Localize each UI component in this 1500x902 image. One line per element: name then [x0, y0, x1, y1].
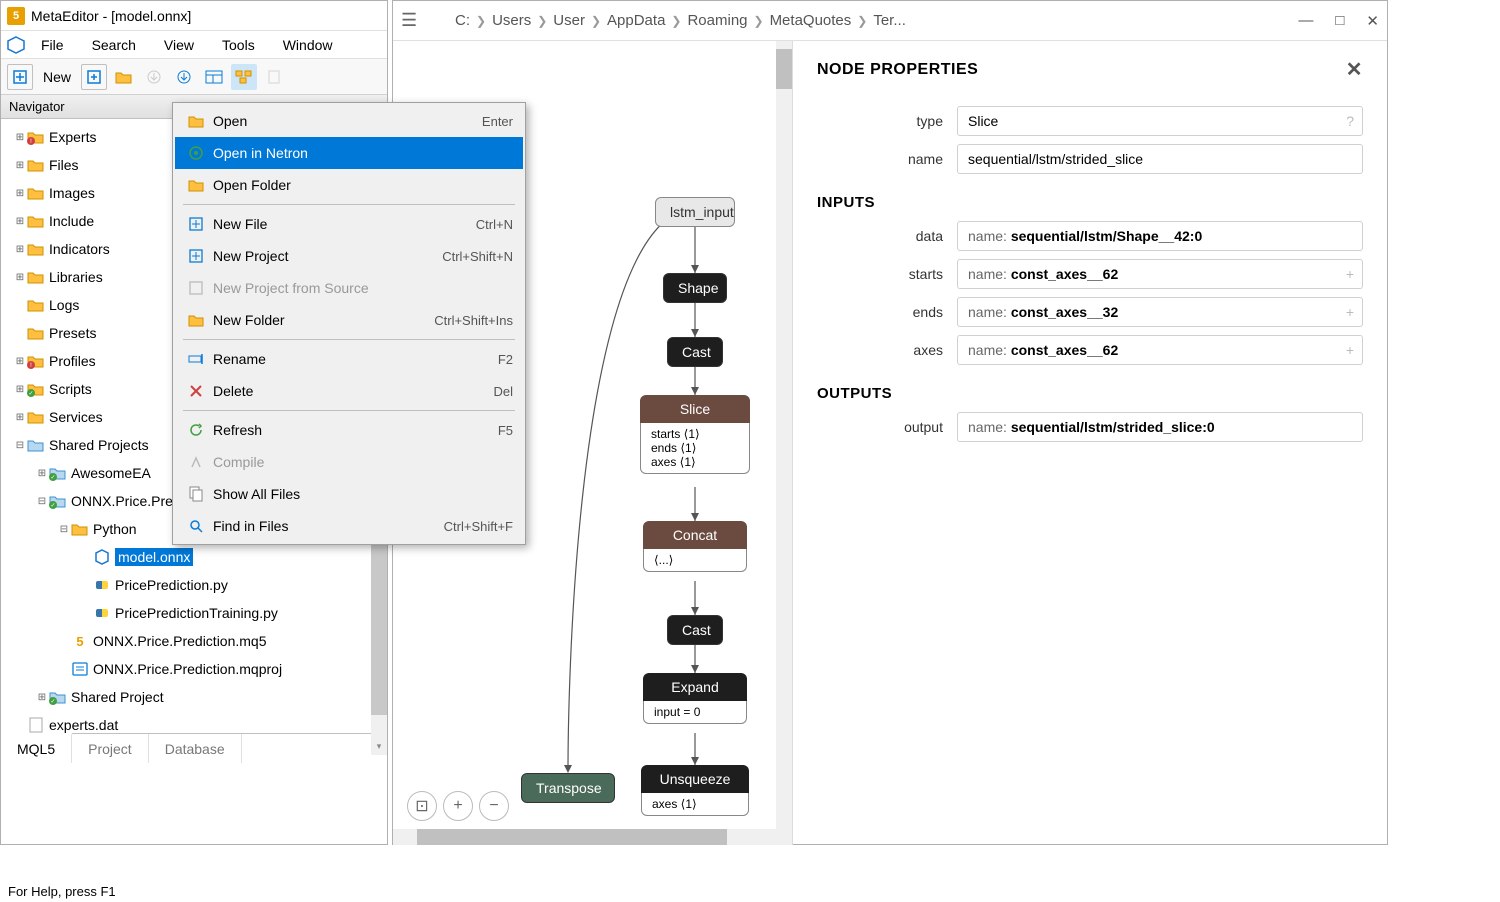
tree-icon[interactable]: [231, 64, 257, 90]
graph-node-concat[interactable]: Concat⟨...⟩: [643, 521, 747, 572]
tree-item[interactable]: PricePredictionTraining.py: [3, 599, 385, 627]
minimize-icon[interactable]: —: [1298, 12, 1313, 30]
download2-icon[interactable]: [171, 64, 197, 90]
maximize-icon[interactable]: □: [1335, 12, 1344, 30]
tree-item[interactable]: model.onnx: [3, 543, 385, 571]
app-icon: 5: [7, 7, 25, 25]
breadcrumb-item[interactable]: User: [547, 12, 591, 29]
breadcrumb-item[interactable]: Users: [486, 12, 537, 29]
ctx-new-project[interactable]: New ProjectCtrl+Shift+N: [175, 240, 523, 272]
io-data[interactable]: name: sequential/lstm/Shape__42:0: [957, 221, 1363, 251]
menubar: File Search View Tools Window: [1, 31, 387, 59]
hamburger-icon[interactable]: ☰: [401, 10, 425, 31]
ctx-compile: Compile: [175, 446, 523, 478]
svg-text:✓: ✓: [50, 699, 55, 705]
io-output[interactable]: name: sequential/lstm/strided_slice:0: [957, 412, 1363, 442]
prop-name[interactable]: sequential/lstm/strided_slice: [957, 144, 1363, 174]
zoom-fit-icon[interactable]: ⊡: [407, 791, 437, 821]
menu-window[interactable]: Window: [269, 33, 347, 57]
svg-text:✓: ✓: [50, 475, 55, 481]
breadcrumb-item[interactable]: Ter...: [867, 12, 912, 29]
netron-titlebar: ☰ C:❯Users❯User❯AppData❯Roaming❯MetaQuot…: [393, 1, 1387, 41]
context-menu: OpenEnterOpen in NetronOpen Folder New Fi…: [172, 102, 526, 545]
ctx-new-folder[interactable]: New FolderCtrl+Shift+Ins: [175, 304, 523, 336]
menu-file[interactable]: File: [27, 33, 78, 57]
metaeditor-titlebar[interactable]: 5 MetaEditor - [model.onnx]: [1, 1, 387, 31]
new-button[interactable]: New: [37, 67, 77, 87]
zoom-in-icon[interactable]: +: [443, 791, 473, 821]
tree-item[interactable]: PricePrediction.py: [3, 571, 385, 599]
graph-hscroll[interactable]: [393, 829, 792, 845]
paste-icon[interactable]: [261, 64, 287, 90]
navigator-tabs: MQL5 Project Database: [1, 733, 387, 763]
ctx-open[interactable]: OpenEnter: [175, 105, 523, 137]
window-title: MetaEditor - [model.onnx]: [31, 8, 191, 24]
zoom-controls: ⊡ + −: [407, 791, 509, 821]
breadcrumb-item[interactable]: MetaQuotes: [764, 12, 858, 29]
breadcrumb: C:❯Users❯User❯AppData❯Roaming❯MetaQuotes…: [449, 12, 1298, 29]
graph-node-slice[interactable]: Slicestarts ⟨1⟩ends ⟨1⟩axes ⟨1⟩: [640, 395, 750, 474]
svg-text:✓: ✓: [50, 503, 55, 509]
breadcrumb-item[interactable]: Roaming: [681, 12, 753, 29]
prop-type[interactable]: Slice?: [957, 106, 1363, 136]
tree-item[interactable]: ONNX.Price.Prediction.mqproj: [3, 655, 385, 683]
statusbar: For Help, press F1: [0, 881, 388, 902]
tree-item[interactable]: ⊞✓Shared Project: [3, 683, 385, 711]
properties-pane: NODE PROPERTIES ✕ typeSlice?namesequenti…: [793, 41, 1387, 845]
props-title: NODE PROPERTIES: [817, 61, 978, 79]
zoom-out-icon[interactable]: −: [479, 791, 509, 821]
io-axes[interactable]: name: const_axes__62+: [957, 335, 1363, 365]
ctx-refresh[interactable]: RefreshF5: [175, 414, 523, 446]
graph-vscroll[interactable]: [776, 41, 792, 845]
ctx-open-folder[interactable]: Open Folder: [175, 169, 523, 201]
props-close-icon[interactable]: ✕: [1346, 57, 1363, 82]
graph-node-cast2[interactable]: Cast: [667, 615, 723, 645]
outputs-header: OUTPUTS: [817, 385, 1363, 402]
io-ends[interactable]: name: const_axes__32+: [957, 297, 1363, 327]
graph-node-cast1[interactable]: Cast: [667, 337, 723, 367]
ctx-delete[interactable]: DeleteDel: [175, 375, 523, 407]
download-icon[interactable]: [141, 64, 167, 90]
tab-mql5[interactable]: MQL5: [1, 733, 72, 763]
graph-node-expand[interactable]: Expandinput = 0: [643, 673, 747, 724]
io-starts[interactable]: name: const_axes__62+: [957, 259, 1363, 289]
menu-search[interactable]: Search: [78, 33, 150, 57]
ctx-open-in-netron[interactable]: Open in Netron: [175, 137, 523, 169]
ctx-show-all-files[interactable]: Show All Files: [175, 478, 523, 510]
ctx-new-project-from-source: New Project from Source: [175, 272, 523, 304]
tab-project[interactable]: Project: [72, 734, 149, 763]
tree-item[interactable]: experts.dat: [3, 711, 385, 733]
menu-view[interactable]: View: [150, 33, 208, 57]
graph-node-shape[interactable]: Shape: [663, 273, 727, 303]
toolbar: New: [1, 59, 387, 95]
menu-tools[interactable]: Tools: [208, 33, 269, 57]
svg-text:✓: ✓: [28, 391, 33, 397]
inputs-header: INPUTS: [817, 194, 1363, 211]
graph-node-transpose[interactable]: Transpose: [521, 773, 615, 803]
ctx-new-file[interactable]: New FileCtrl+N: [175, 208, 523, 240]
graph-node-unsqueeze[interactable]: Unsqueezeaxes ⟨1⟩: [641, 765, 749, 816]
tree-item[interactable]: 5ONNX.Price.Prediction.mq5: [3, 627, 385, 655]
new-doc-icon[interactable]: [7, 64, 33, 90]
app-logo-icon: [5, 35, 27, 55]
new-file-icon[interactable]: [81, 64, 107, 90]
close-icon[interactable]: ✕: [1366, 12, 1379, 30]
ctx-find-in-files[interactable]: Find in FilesCtrl+Shift+F: [175, 510, 523, 542]
layout-icon[interactable]: [201, 64, 227, 90]
ctx-rename[interactable]: RenameF2: [175, 343, 523, 375]
breadcrumb-item[interactable]: AppData: [601, 12, 671, 29]
open-folder-icon[interactable]: [111, 64, 137, 90]
tab-database[interactable]: Database: [149, 734, 242, 763]
window-controls: — □ ✕: [1298, 12, 1379, 30]
netron-window: ☰ C:❯Users❯User❯AppData❯Roaming❯MetaQuot…: [392, 0, 1388, 845]
graph-input-node[interactable]: lstm_input: [655, 197, 735, 227]
breadcrumb-item[interactable]: C:: [449, 12, 476, 29]
